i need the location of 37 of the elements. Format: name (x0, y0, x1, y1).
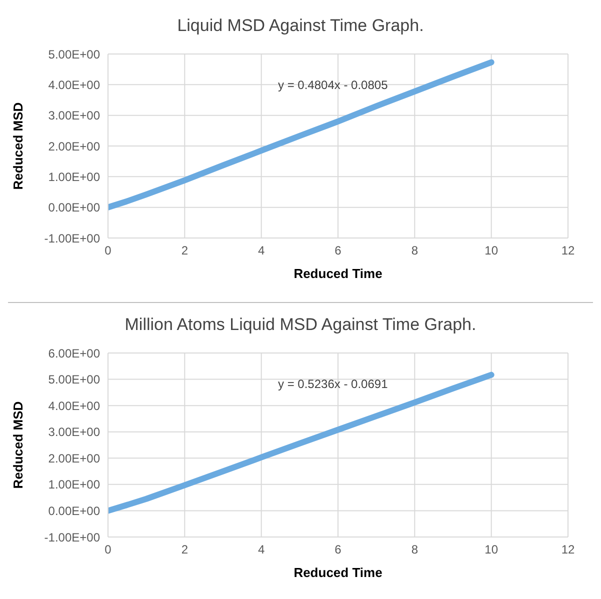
y-tick-label: 5.00E+00 (48, 372, 100, 387)
y-tick-label: 1.00E+00 (48, 478, 100, 492)
x-tick-label: 8 (411, 244, 418, 258)
y-tick-label: 6.00E+00 (48, 346, 100, 360)
y-tick-label: 3.00E+00 (48, 108, 100, 123)
annotation: y = 0.4804x - 0.0805 (278, 78, 388, 92)
y-tick-label: -1.00E+00 (44, 231, 100, 246)
x-tick-label: 12 (561, 542, 575, 557)
y-tick-label: 5.00E+00 (48, 47, 100, 62)
x-tick-label: 6 (334, 542, 342, 557)
y-tick-label: 0.00E+00 (48, 200, 100, 215)
x-tick-label: 6 (334, 244, 342, 258)
x-tick-label: 4 (258, 542, 265, 557)
x-tick-label: 10 (484, 542, 498, 557)
y-tick-label: 3.00E+00 (48, 425, 100, 440)
y-axis-title: Reduced MSD (10, 401, 26, 489)
x-tick-label: 12 (561, 244, 575, 258)
y-tick-label: 4.00E+00 (48, 78, 100, 92)
annotation: y = 0.5236x - 0.0691 (278, 377, 388, 391)
chart-title: Million Atoms Liquid MSD Against Time Graph. (124, 314, 478, 336)
x-axis-title: Reduced Time (294, 565, 382, 580)
y-axis-title: Reduced MSD (10, 102, 26, 190)
y-tick-label: 0.00E+00 (48, 504, 100, 518)
x-tick-label: 2 (181, 244, 188, 258)
y-tick-label: 2.00E+00 (48, 451, 100, 466)
x-axis-title: Reduced Time (294, 266, 382, 281)
x-tick-label: 4 (258, 244, 265, 258)
x-tick-label: 10 (484, 244, 498, 258)
x-tick-label: 2 (181, 542, 188, 557)
x-tick-label: 0 (104, 244, 112, 258)
x-tick-label: 0 (104, 542, 112, 557)
y-tick-label: -1.00E+00 (44, 530, 100, 544)
chart-title: Liquid MSD Against Time Graph. (176, 15, 425, 37)
y-tick-label: 1.00E+00 (48, 170, 100, 184)
y-tick-label: 4.00E+00 (48, 398, 100, 413)
y-tick-label: 2.00E+00 (48, 139, 100, 154)
x-tick-label: 8 (411, 542, 418, 557)
